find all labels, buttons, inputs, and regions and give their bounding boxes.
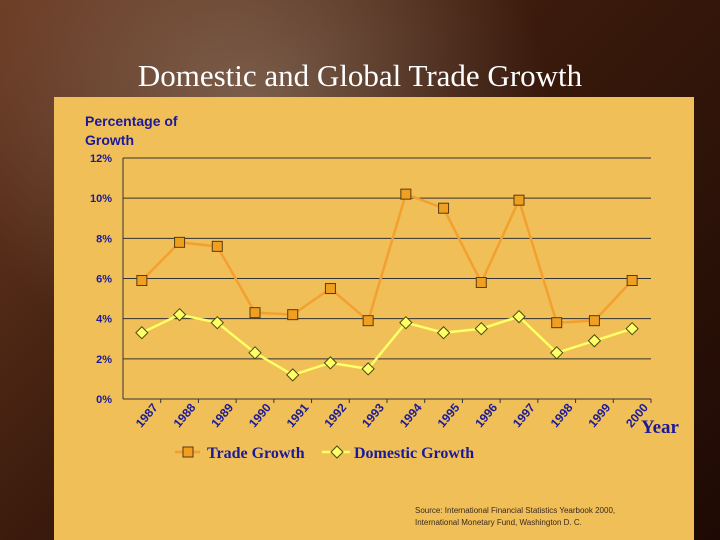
- slide-title: Domestic and Global Trade Growth: [137, 58, 583, 93]
- data-point-diamond: [172, 307, 187, 322]
- data-point-diamond: [399, 315, 413, 330]
- data-series: [135, 188, 639, 382]
- data-point-diamond: [587, 334, 602, 348]
- x-tick-label: 1993: [359, 400, 387, 430]
- x-tick-label: 1996: [472, 400, 500, 430]
- x-tick-label: 1991: [284, 400, 312, 430]
- x-tick-label: 1990: [246, 400, 274, 430]
- y-tick-label: 2%: [96, 354, 112, 366]
- source-line-2: International Monetary Fund, Washington …: [415, 518, 582, 527]
- source-line-1: Source: International Financial Statisti…: [415, 506, 616, 515]
- series-line: [140, 192, 634, 324]
- data-point-square: [551, 317, 563, 329]
- data-point-square: [475, 277, 487, 289]
- y-tick-label: 10%: [90, 193, 112, 205]
- legend-marker-diamond: [330, 445, 344, 459]
- legend-label: Trade Growth: [207, 445, 305, 462]
- data-point-square: [324, 283, 336, 295]
- x-tick-label: 1989: [208, 400, 236, 430]
- x-tick-label: 1995: [435, 400, 463, 430]
- y-tick-labels: 0% 2% 4% 6% 8% 10% 12%: [90, 153, 112, 406]
- y-tick-label: 12%: [90, 153, 112, 165]
- series-domestic-growth: [135, 307, 639, 382]
- x-axis-title: Year: [641, 417, 680, 438]
- series-trade-growth: [136, 188, 638, 329]
- legend-item-trade-growth: Trade Growth: [175, 445, 305, 462]
- legend: Trade Growth Domestic Growth: [175, 445, 474, 462]
- data-point-diamond: [286, 368, 300, 382]
- y-axis-title: Percentage of Growth: [85, 112, 225, 150]
- x-tick-label: 1997: [510, 400, 538, 430]
- data-point-diamond: [135, 326, 149, 340]
- x-tick-label: 1994: [397, 400, 425, 430]
- data-point-diamond: [550, 346, 564, 360]
- y-axis-title-line1: Percentage of: [85, 113, 178, 129]
- data-point-square: [249, 307, 261, 319]
- x-tick-label: 1987: [133, 400, 161, 430]
- y-tick-label: 6%: [96, 274, 112, 286]
- data-point-square: [626, 275, 638, 287]
- data-point-diamond: [361, 362, 375, 376]
- y-axis-title-line2: Growth: [85, 132, 134, 148]
- data-point-square: [136, 275, 148, 287]
- legend-item-domestic-growth: Domestic Growth: [322, 445, 474, 462]
- x-tick-label: 1988: [171, 400, 199, 430]
- data-point-diamond: [625, 322, 639, 336]
- y-tick-label: 0%: [96, 394, 112, 406]
- data-point-square: [174, 236, 186, 248]
- data-point-diamond: [474, 322, 488, 336]
- x-tick-labels: 1987 1988 1989 1990 1991 1992 1993 1994 1995 1996…: [133, 400, 651, 430]
- legend-marker-square: [182, 446, 194, 458]
- x-tick-label: 1999: [585, 400, 613, 430]
- data-point-square: [362, 315, 374, 327]
- legend-label: Domestic Growth: [354, 445, 474, 462]
- source-note: Source: International Financial Statisti…: [415, 505, 695, 529]
- data-point-diamond: [323, 356, 338, 370]
- series-line: [141, 313, 633, 377]
- x-tick-label: 1998: [548, 400, 576, 430]
- data-point-square: [287, 309, 299, 321]
- data-point-diamond: [210, 315, 224, 330]
- data-point-square: [211, 240, 223, 252]
- data-point-square: [400, 188, 412, 200]
- data-point-diamond: [436, 326, 451, 340]
- data-point-square: [513, 194, 525, 206]
- data-point-diamond: [248, 346, 262, 360]
- data-point-diamond: [512, 309, 526, 324]
- y-tick-label: 4%: [96, 314, 112, 326]
- x-tick-label: 1992: [321, 400, 349, 430]
- data-point-square: [438, 202, 450, 214]
- gridlines: [122, 157, 652, 403]
- y-tick-label: 8%: [96, 233, 112, 245]
- data-point-square: [588, 315, 600, 327]
